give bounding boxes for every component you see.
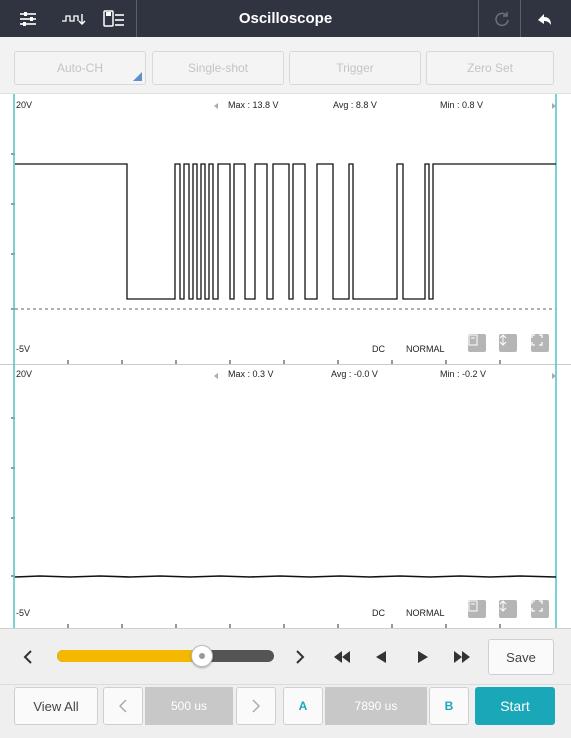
step-forward-icon[interactable] xyxy=(412,647,434,667)
ch1-expand-icon[interactable] xyxy=(531,334,549,352)
save-button[interactable]: Save xyxy=(488,639,554,675)
ch2-top-scale-label: 20V xyxy=(16,369,33,379)
chevron-left-icon[interactable] xyxy=(18,647,38,667)
ch1-coupling-label: DC xyxy=(372,344,385,354)
cursor-b-button[interactable]: B xyxy=(429,687,469,725)
ch1-min-readout: Min : 0.8 V xyxy=(440,100,484,110)
cursor-delta-value: 7890 us xyxy=(325,687,427,725)
ch2-ruler-button[interactable] xyxy=(468,600,486,618)
ch2-min-readout: Min : -0.2 V xyxy=(440,369,487,379)
ch1-max-readout: Max : 13.8 V xyxy=(228,100,279,110)
timeline-slider[interactable] xyxy=(57,645,274,667)
ch2-expand-icon[interactable] xyxy=(531,600,549,618)
back-icon[interactable] xyxy=(530,0,558,37)
zero-set-button[interactable]: Zero Set xyxy=(426,51,554,85)
cursor-a-button[interactable]: A xyxy=(283,687,323,725)
slider-fill xyxy=(57,650,202,662)
ch1-bottom-scale-label: -5V xyxy=(16,344,31,354)
trigger-label: Trigger xyxy=(336,61,374,75)
waveform-icon[interactable] xyxy=(58,0,90,37)
dropdown-corner-icon xyxy=(133,72,142,81)
playback-controls: Save xyxy=(0,628,571,684)
ch2-avg-readout: Avg : -0.0 V xyxy=(331,369,378,379)
chevron-right-icon[interactable] xyxy=(290,647,310,667)
channel2-waveform-canvas xyxy=(0,364,571,628)
timebase-increase-button[interactable] xyxy=(236,687,276,725)
title-bar: Oscilloscope xyxy=(0,0,571,37)
timebase-value: 500 us xyxy=(145,687,233,725)
page-title: Oscilloscope xyxy=(238,10,333,27)
ch2-coupling-label: DC xyxy=(372,608,385,618)
trigger-button[interactable]: Trigger xyxy=(289,51,421,85)
ch2-max-readout: Max : 0.3 V xyxy=(228,369,274,379)
title-separator xyxy=(478,0,479,37)
ch1-avg-readout: Avg : 8.8 V xyxy=(333,100,377,110)
ch1-vertical-scale-icon[interactable] xyxy=(499,334,517,352)
bottom-bar: View All 500 us A 7890 us B Start xyxy=(0,684,571,738)
view-all-label: View All xyxy=(33,698,79,714)
cursor-b-label: B xyxy=(444,699,454,713)
refresh-icon[interactable] xyxy=(490,0,514,37)
view-all-button[interactable]: View All xyxy=(14,687,98,725)
channel2-scope-panel[interactable]: 20V Max : 0.3 V Avg : -0.0 V Min : -0.2 … xyxy=(0,364,571,628)
cursor-a-label: A xyxy=(298,699,308,713)
single-shot-button[interactable]: Single-shot xyxy=(152,51,284,85)
channel1-waveform-canvas xyxy=(11,94,557,364)
zero-set-label: Zero Set xyxy=(466,61,514,75)
fast-rewind-icon[interactable] xyxy=(330,647,354,667)
ch1-top-scale-label: 20V xyxy=(16,100,33,110)
title-separator xyxy=(520,0,521,37)
auto-ch-label: Auto-CH xyxy=(56,61,103,75)
ch2-mode-label: NORMAL xyxy=(406,608,445,618)
fast-forward-icon[interactable] xyxy=(450,647,474,667)
timebase-decrease-button[interactable] xyxy=(103,687,143,725)
save-list-icon[interactable] xyxy=(100,0,128,37)
slider-knob[interactable] xyxy=(191,645,213,667)
start-button[interactable]: Start xyxy=(475,687,555,725)
start-label: Start xyxy=(500,698,530,714)
single-shot-label: Single-shot xyxy=(187,61,249,75)
ch2-vertical-scale-icon[interactable] xyxy=(499,600,517,618)
auto-ch-button[interactable]: Auto-CH xyxy=(14,51,146,85)
channel1-scope-panel[interactable]: 20V Max : 13.8 V Avg : 8.8 V Min : 0.8 V… xyxy=(0,94,571,364)
title-separator xyxy=(136,0,137,37)
chevron-right-icon xyxy=(252,699,260,713)
chevron-left-icon xyxy=(119,699,127,713)
step-back-icon[interactable] xyxy=(370,647,392,667)
ch1-ruler-button[interactable] xyxy=(468,334,486,352)
ch1-mode-label: NORMAL xyxy=(406,344,445,354)
toolbar: Auto-CH Single-shot Trigger Zero Set xyxy=(0,37,571,94)
ch2-bottom-scale-label: -5V xyxy=(16,608,31,618)
save-label: Save xyxy=(506,649,536,665)
sliders-icon[interactable] xyxy=(16,0,40,37)
